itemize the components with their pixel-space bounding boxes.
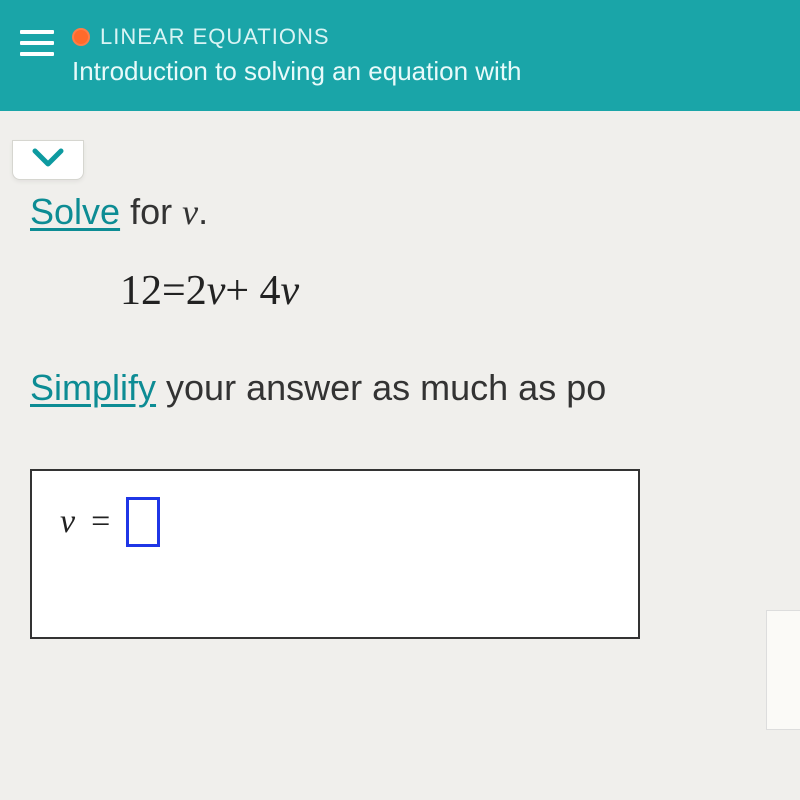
eq-var1: v (207, 268, 226, 314)
answer-variable: v (60, 503, 75, 541)
eq-equals: = (162, 268, 186, 314)
topic-row: LINEAR EQUATIONS (72, 24, 522, 50)
simplify-rest: your answer as much as po (156, 367, 606, 408)
chevron-down-icon (31, 147, 65, 169)
eq-var2: v (281, 268, 300, 314)
eq-coef2: 4 (260, 268, 281, 314)
eq-plus: + (225, 268, 259, 314)
app-header: LINEAR EQUATIONS Introduction to solving… (0, 0, 800, 111)
answer-card: v = (30, 469, 640, 639)
eq-coef1: 2 (186, 268, 207, 314)
answer-input[interactable] (126, 497, 160, 547)
topic-dot-icon (72, 28, 90, 46)
equation: 12=2v+ 4v (120, 267, 770, 315)
answer-row: v = (60, 497, 160, 547)
lesson-subtitle: Introduction to solving an equation with (72, 56, 522, 87)
eq-lhs: 12 (120, 268, 162, 314)
solve-link[interactable]: Solve (30, 191, 120, 232)
collapse-tab[interactable] (12, 140, 84, 180)
question-content: Solve for v. 12=2v+ 4v Simplify your ans… (0, 111, 800, 659)
solve-rest: for (120, 191, 182, 232)
menu-button[interactable] (20, 30, 54, 56)
side-panel-button[interactable] (766, 610, 800, 730)
topic-label: LINEAR EQUATIONS (100, 24, 330, 50)
header-text-block: LINEAR EQUATIONS Introduction to solving… (72, 24, 522, 87)
simplify-prompt: Simplify your answer as much as po (30, 367, 770, 409)
answer-equals: = (91, 503, 110, 541)
period: . (198, 191, 208, 232)
variable-v: v (182, 192, 198, 232)
solve-prompt: Solve for v. (30, 191, 770, 233)
simplify-link[interactable]: Simplify (30, 367, 156, 408)
